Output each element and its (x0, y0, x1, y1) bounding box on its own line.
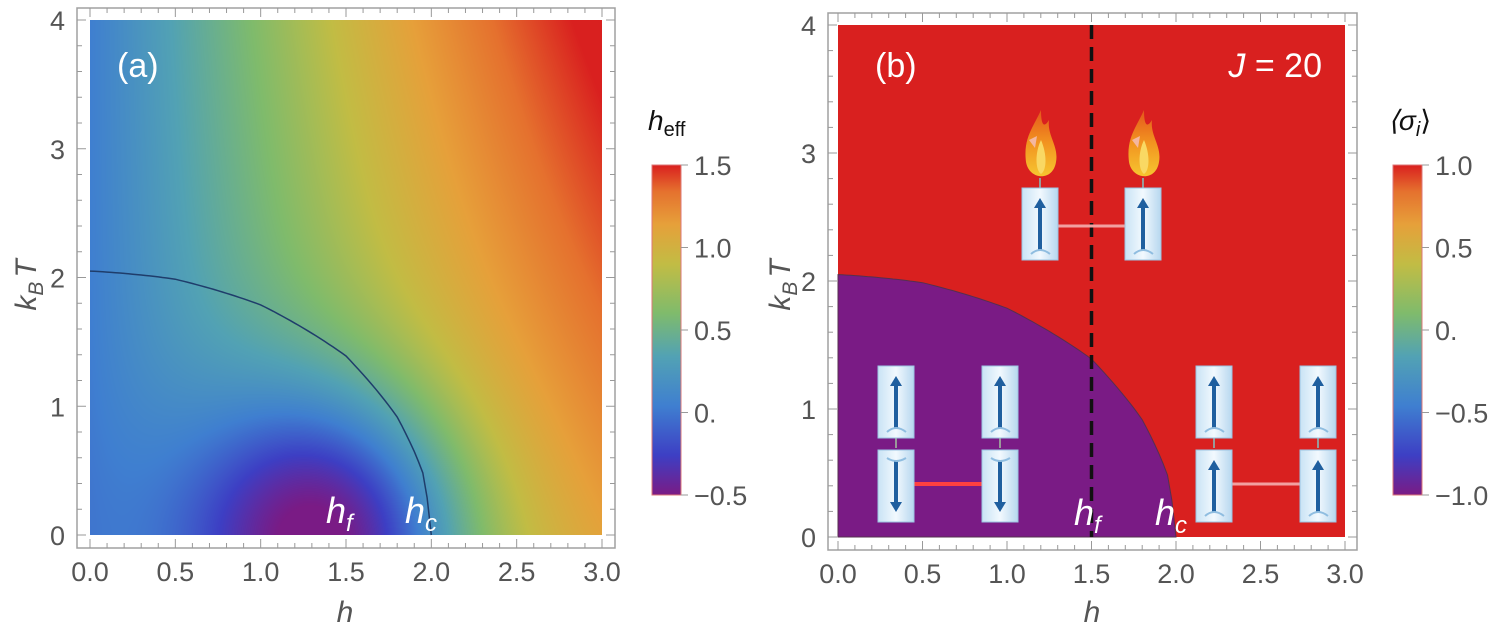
y-tick-label: 2 (50, 264, 65, 294)
spin-up-icon (1299, 449, 1337, 523)
colorbar-tick-label: −1.0 (1435, 481, 1488, 511)
spin-up-icon (1195, 449, 1233, 523)
colorbar-tick-label: 1.0 (1435, 151, 1473, 181)
colorbar-tick-label: 0. (1435, 316, 1458, 346)
y-tick-label: 3 (801, 139, 816, 169)
annotation-hc-b: hc (1155, 492, 1187, 539)
x-tick-label: 3.0 (583, 557, 621, 587)
x-tick-label: 0.5 (904, 559, 942, 589)
x-tick-label: 3.0 (1326, 559, 1364, 589)
y-tick-label: 0 (801, 523, 816, 553)
colorbar-tick-label: 1.5 (694, 151, 732, 181)
colorbar-tick-label: 0.5 (1435, 234, 1473, 264)
colorbar-b (1392, 164, 1423, 496)
x-tick-label: 2.5 (498, 557, 536, 587)
ticks-b (828, 13, 1357, 550)
panel-b: (b) J = 20 (764, 11, 1488, 629)
spin-up-icon (1021, 187, 1059, 261)
x-tick-label: 1.0 (242, 557, 280, 587)
spin-up-icon (1124, 187, 1162, 261)
x-axis-label-b: h (1084, 596, 1101, 629)
spin-up-icon (981, 365, 1019, 439)
y-tick-label: 1 (50, 392, 65, 422)
x-axis-label-a: h (337, 596, 354, 629)
spin-cluster-right (1195, 365, 1337, 523)
x-tick-label: 2.0 (413, 557, 451, 587)
x-tick-label: 2.0 (1157, 559, 1195, 589)
colorbar-a (651, 164, 682, 496)
y-tick-label: 1 (801, 395, 816, 425)
colorbar-title-a: heff (648, 105, 686, 141)
spin-pair-high-T (1021, 110, 1162, 261)
colorbar-tick-label: −0.5 (1435, 399, 1488, 429)
colorbar-tick-label: 1.0 (694, 234, 732, 264)
spin-up-icon (1299, 365, 1337, 439)
x-tick-label: 1.5 (327, 557, 365, 587)
y-tick-labels-a: 0 1 2 3 4 (50, 6, 65, 551)
colorbar-tick-label: −0.5 (694, 481, 747, 511)
y-tick-label: 4 (801, 11, 816, 41)
heatmap-a (90, 20, 602, 535)
parameter-label: J = 20 (1227, 47, 1322, 85)
spin-down-icon (877, 449, 915, 523)
spin-up-icon (877, 365, 915, 439)
x-tick-label: 1.5 (1073, 559, 1111, 589)
spin-up-icon (1195, 365, 1233, 439)
colorbar-ticks-a: 1.5 1.0 0.5 0. −0.5 (681, 151, 747, 511)
annotation-hf-b: hf (1074, 492, 1103, 539)
y-tick-label: 0 (50, 521, 65, 551)
plot-frame-a (76, 7, 616, 549)
y-tick-label: 3 (50, 135, 65, 165)
colorbar-tick-label: 0. (694, 399, 717, 429)
y-axis-label-b: kBT (764, 257, 802, 311)
spin-cluster-left (877, 365, 1019, 523)
y-axis-label-a: kBT (10, 257, 48, 311)
y-tick-label: 2 (801, 267, 816, 297)
y-tick-label: 4 (50, 6, 65, 36)
annotation-hc-a: hc (405, 490, 437, 537)
x-tick-label: 0.0 (71, 557, 109, 587)
x-tick-label: 0.5 (157, 557, 195, 587)
panel-label-a: (a) (117, 47, 159, 85)
x-tick-label: 0.0 (819, 559, 857, 589)
x-tick-label: 1.0 (988, 559, 1026, 589)
annotation-hf-a: hf (326, 490, 355, 537)
y-tick-labels-b: 0 1 2 3 4 (801, 11, 816, 553)
spin-down-icon (981, 449, 1019, 523)
panel-label-b: (b) (875, 47, 917, 85)
colorbar-ticks-b: 1.0 0.5 0. −0.5 −1.0 (1422, 151, 1488, 511)
colorbar-title-b: ⟨σi⟩ (1388, 105, 1431, 141)
x-tick-labels-b: 0.0 0.5 1.0 1.5 2.0 2.5 3.0 (819, 559, 1364, 589)
x-tick-labels-a: 0.0 0.5 1.0 1.5 2.0 2.5 3.0 (71, 557, 621, 587)
ticks-a (77, 8, 615, 548)
boundary-curve-a (89, 270, 433, 536)
colorbar-tick-label: 0.5 (694, 316, 732, 346)
x-tick-label: 2.5 (1242, 559, 1280, 589)
